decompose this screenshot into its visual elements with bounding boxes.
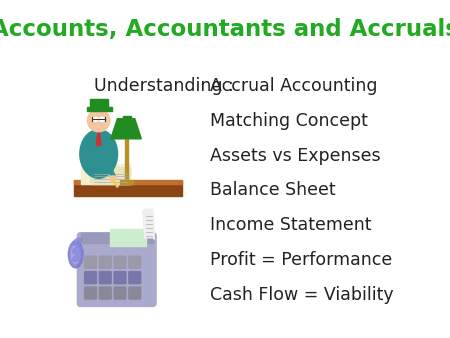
Bar xyxy=(90,99,108,108)
FancyBboxPatch shape xyxy=(85,271,96,284)
Bar xyxy=(81,233,153,243)
FancyBboxPatch shape xyxy=(129,287,141,299)
Text: Assets vs Expenses: Assets vs Expenses xyxy=(210,147,381,165)
Bar xyxy=(74,180,182,184)
Text: Accounts, Accountants and Accruals: Accounts, Accountants and Accruals xyxy=(0,18,450,41)
Bar xyxy=(74,181,182,196)
Text: Balance Sheet: Balance Sheet xyxy=(210,182,336,199)
FancyBboxPatch shape xyxy=(114,287,126,299)
Polygon shape xyxy=(104,155,115,177)
Ellipse shape xyxy=(72,238,82,245)
Bar xyxy=(81,164,130,184)
Ellipse shape xyxy=(88,109,110,132)
Text: Income Statement: Income Statement xyxy=(210,216,372,234)
Text: Matching Concept: Matching Concept xyxy=(210,112,368,130)
Ellipse shape xyxy=(72,246,82,254)
FancyBboxPatch shape xyxy=(99,271,111,284)
Ellipse shape xyxy=(99,117,105,121)
Text: Understanding :: Understanding : xyxy=(94,77,234,95)
FancyBboxPatch shape xyxy=(85,256,96,268)
FancyBboxPatch shape xyxy=(129,271,141,284)
Polygon shape xyxy=(96,129,101,146)
Bar xyxy=(87,107,112,111)
Ellipse shape xyxy=(72,245,80,264)
Bar xyxy=(120,180,133,184)
FancyBboxPatch shape xyxy=(114,256,126,268)
Polygon shape xyxy=(112,178,118,188)
Text: Profit = Performance: Profit = Performance xyxy=(210,251,392,269)
Bar xyxy=(125,139,128,184)
Ellipse shape xyxy=(109,176,116,181)
Ellipse shape xyxy=(72,254,82,262)
Polygon shape xyxy=(111,119,141,139)
FancyBboxPatch shape xyxy=(85,287,96,299)
Text: Accrual Accounting: Accrual Accounting xyxy=(210,77,378,95)
Ellipse shape xyxy=(68,241,83,268)
FancyBboxPatch shape xyxy=(129,256,141,268)
Text: Cash Flow = Viability: Cash Flow = Viability xyxy=(210,286,394,304)
FancyBboxPatch shape xyxy=(99,287,111,299)
FancyBboxPatch shape xyxy=(77,233,156,307)
Bar xyxy=(90,167,130,184)
Polygon shape xyxy=(143,209,154,239)
Ellipse shape xyxy=(92,117,99,121)
Bar xyxy=(110,230,146,246)
FancyBboxPatch shape xyxy=(114,271,126,284)
Bar xyxy=(123,116,131,119)
FancyBboxPatch shape xyxy=(99,256,111,268)
Ellipse shape xyxy=(80,129,117,178)
